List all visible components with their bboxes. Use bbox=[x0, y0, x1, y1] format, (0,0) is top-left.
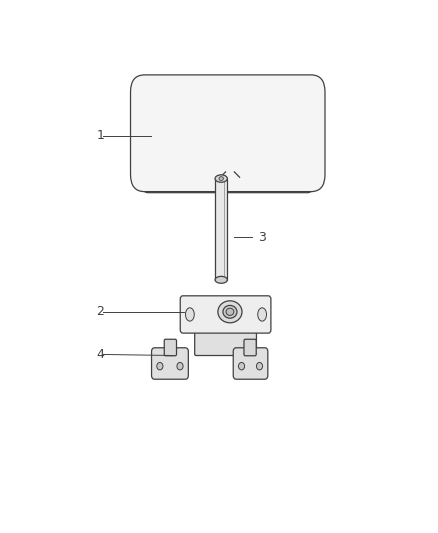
FancyBboxPatch shape bbox=[143, 164, 313, 193]
FancyBboxPatch shape bbox=[233, 348, 268, 379]
Ellipse shape bbox=[215, 276, 227, 284]
Ellipse shape bbox=[257, 362, 262, 370]
Ellipse shape bbox=[258, 308, 266, 321]
Text: 4: 4 bbox=[96, 348, 104, 361]
Text: 1: 1 bbox=[96, 130, 104, 142]
Ellipse shape bbox=[157, 362, 163, 370]
Ellipse shape bbox=[215, 175, 227, 182]
FancyBboxPatch shape bbox=[152, 348, 188, 379]
FancyBboxPatch shape bbox=[244, 339, 256, 356]
Text: 3: 3 bbox=[258, 231, 266, 244]
Ellipse shape bbox=[223, 305, 237, 318]
Ellipse shape bbox=[238, 362, 244, 370]
FancyBboxPatch shape bbox=[180, 296, 271, 333]
Ellipse shape bbox=[186, 308, 194, 321]
FancyBboxPatch shape bbox=[164, 339, 177, 356]
Polygon shape bbox=[215, 179, 227, 280]
Ellipse shape bbox=[218, 301, 242, 323]
Ellipse shape bbox=[226, 308, 234, 316]
Text: 2: 2 bbox=[96, 305, 104, 318]
FancyBboxPatch shape bbox=[194, 332, 257, 356]
FancyBboxPatch shape bbox=[131, 75, 325, 192]
Ellipse shape bbox=[177, 362, 183, 370]
Ellipse shape bbox=[219, 177, 223, 180]
